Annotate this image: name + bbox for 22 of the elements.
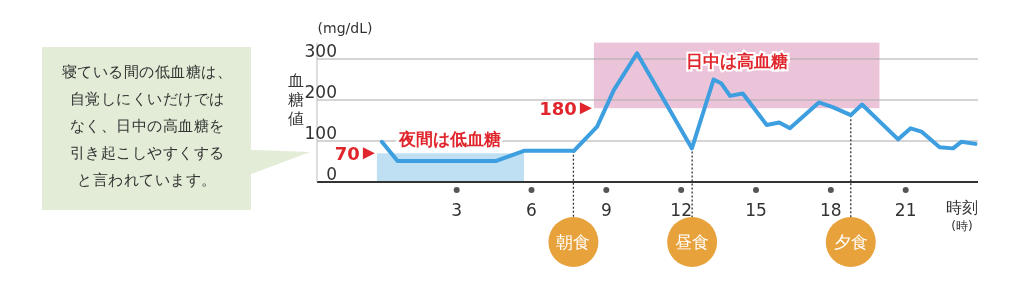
x-tick-label: 3 bbox=[451, 200, 463, 220]
x-tick-label: 6 bbox=[526, 200, 537, 220]
ref-line-label: 朝食 bbox=[556, 231, 591, 252]
annotation: 180 bbox=[539, 97, 577, 119]
annotation: 70 bbox=[334, 142, 360, 164]
y-tick-label: 0 bbox=[326, 163, 337, 184]
x-tick-label: 21 bbox=[894, 200, 917, 220]
x-tick-label: 12 bbox=[670, 200, 692, 220]
band-label: 日中は高血糖 bbox=[685, 50, 788, 71]
ref-line-label: 夕食 bbox=[833, 231, 868, 252]
y-tick-label: 200 bbox=[304, 81, 337, 102]
x-axis-title: 時刻 (時) bbox=[946, 198, 978, 233]
x-tick-label: 9 bbox=[600, 200, 612, 220]
ref-line-label: 昼食 bbox=[675, 231, 710, 252]
band-label: 夜間は低血糖 bbox=[398, 129, 502, 150]
text: 寝ている間の低血糖は、自覚しにくいだけではなく、日中の高血糖を引き起こしやすくすると言われています。 bbox=[61, 63, 233, 189]
x-tick-label: 18 bbox=[820, 200, 842, 220]
y-tick-label: 100 bbox=[304, 122, 337, 143]
text: (mg/dL) bbox=[317, 20, 373, 36]
y-tick-label: 300 bbox=[304, 40, 337, 61]
y-axis-title: 血糖値 bbox=[288, 71, 304, 128]
x-tick-label: 15 bbox=[745, 200, 767, 220]
